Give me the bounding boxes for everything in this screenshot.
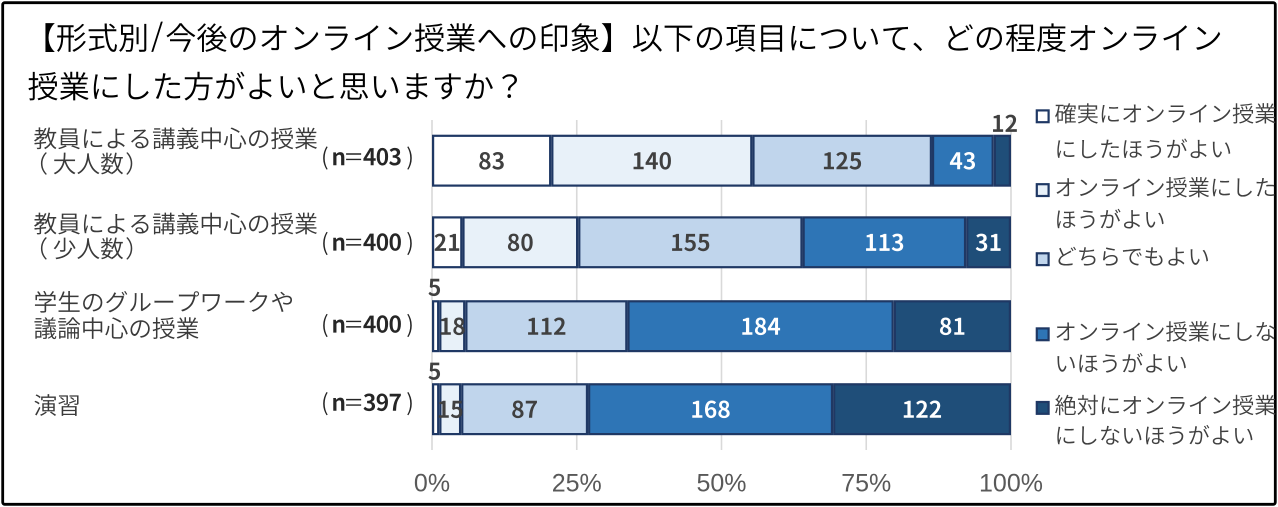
svg-text:0%: 0%: [414, 469, 450, 497]
svg-text:75%: 75%: [841, 469, 891, 497]
svg-text:100%: 100%: [979, 469, 1043, 497]
svg-text:25%: 25%: [552, 469, 602, 497]
svg-text:50%: 50%: [696, 469, 746, 497]
